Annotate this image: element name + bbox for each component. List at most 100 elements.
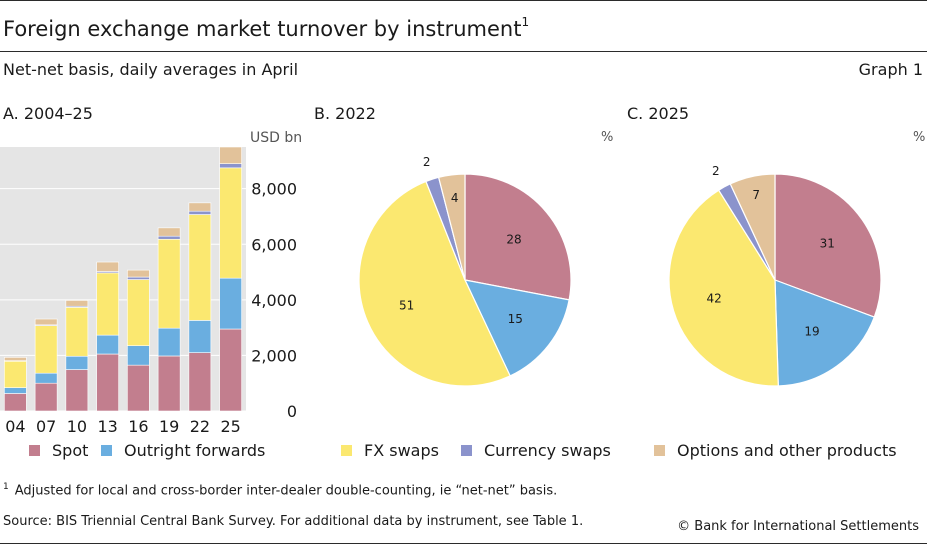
bar-outright-forwards-19	[157, 327, 181, 357]
legend-item-fx-swaps: FX swaps	[341, 441, 439, 460]
bar-fx-swaps-10	[65, 307, 89, 357]
bar-options-and-other-products-13	[96, 261, 119, 272]
bar-spot-19	[157, 355, 181, 412]
slice-label-options-and-other-products: 4	[451, 191, 459, 205]
legend-swatch	[101, 445, 112, 456]
slice-spot	[774, 173, 882, 318]
x-tick-label: 04	[5, 417, 25, 436]
bar-chart: 0 2,000 4,000 6,000 8,000 04 07 10 13 16 19 22 25	[0, 147, 297, 436]
bar-spot-16	[127, 364, 150, 412]
bar-currency-swaps-19	[157, 235, 181, 240]
slice-label-fx-swaps: 42	[707, 292, 722, 306]
bar-options-and-other-products-10	[65, 300, 89, 307]
bar-currency-swaps-22	[188, 210, 212, 215]
slice-label-currency-swaps: 2	[712, 164, 720, 178]
legend-swatch	[341, 445, 352, 456]
bar-outright-forwards-13	[96, 334, 119, 355]
legend: Spot Outright forwards FX swaps Currency…	[0, 441, 927, 465]
legend-label: Outright forwards	[124, 441, 266, 460]
x-tick-label: 16	[128, 417, 148, 436]
x-tick-label: 10	[67, 417, 87, 436]
legend-swatch	[461, 445, 472, 456]
bar-spot-04	[4, 393, 27, 412]
pie-chart-2022: 28 15 51 2 4	[358, 155, 572, 387]
slice-label-spot: 31	[820, 237, 835, 251]
bar-fx-swaps-22	[188, 214, 212, 321]
title-rule	[0, 51, 927, 52]
slice-options-and-other-products	[729, 173, 776, 281]
panel-a-unit: USD bn	[250, 130, 303, 146]
slice-label-fx-swaps: 51	[399, 298, 414, 312]
bar-spot-10	[65, 369, 89, 412]
x-tick-label: 25	[220, 417, 240, 436]
panel-b-title: B. 2022	[314, 104, 376, 123]
chart-title: Foreign exchange market turnover by inst…	[3, 15, 530, 41]
bar-spot-22	[188, 352, 212, 412]
x-tick-label: 13	[97, 417, 117, 436]
y-tick-label: 6,000	[251, 235, 297, 254]
bar-options-and-other-products-22	[188, 202, 212, 212]
slice-label-outright-forwards: 19	[804, 325, 819, 339]
bar-outright-forwards-10	[65, 355, 89, 370]
x-tick-label: 19	[159, 417, 179, 436]
legend-label: FX swaps	[364, 441, 439, 460]
source-note: Source: BIS Triennial Central Bank Surve…	[3, 514, 584, 529]
slice-fx-swaps	[668, 189, 779, 387]
graph-number: Graph 1	[858, 60, 923, 79]
legend-item-options-other: Options and other products	[654, 441, 897, 460]
bar-options-and-other-products-19	[157, 227, 181, 237]
legend-swatch	[654, 445, 665, 456]
bar-options-and-other-products-04	[4, 357, 27, 362]
bar-outright-forwards-25	[219, 277, 242, 330]
y-tick-label: 0	[287, 402, 297, 421]
bar-fx-swaps-07	[34, 325, 58, 374]
bottom-rule	[0, 543, 927, 544]
x-tick-label: 22	[190, 417, 210, 436]
legend-item-currency-swaps: Currency swaps	[461, 441, 611, 460]
slice-spot	[464, 173, 572, 301]
panel-a-title: A. 2004–25	[3, 104, 93, 123]
legend-label: Currency swaps	[484, 441, 611, 460]
slice-label-options-and-other-products: 7	[752, 188, 760, 202]
chart-subtitle: Net-net basis, daily averages in April	[3, 60, 299, 79]
legend-item-outright-forwards: Outright forwards	[101, 441, 265, 460]
bar-fx-swaps-16	[127, 279, 150, 346]
slice-fx-swaps	[358, 180, 511, 387]
bar-currency-swaps-16	[127, 276, 150, 280]
top-rule	[0, 0, 927, 1]
legend-swatch	[29, 445, 40, 456]
bar-outright-forwards-04	[4, 387, 27, 394]
slice-label-outright-forwards: 15	[508, 312, 523, 326]
y-tick-label: 4,000	[251, 291, 297, 310]
bar-options-and-other-products-16	[127, 269, 150, 278]
bar-spot-07	[34, 382, 58, 412]
panel-b-unit: %	[601, 130, 614, 145]
bar-currency-swaps-25	[219, 163, 242, 169]
pie-chart-2025: 31 19 42 2 7	[668, 164, 882, 387]
bar-spot-13	[96, 353, 119, 412]
bar-fx-swaps-04	[4, 360, 27, 388]
bar-outright-forwards-07	[34, 372, 58, 384]
slice-label-spot: 28	[506, 232, 521, 246]
y-tick-label: 2,000	[251, 346, 297, 365]
bar-spot-25	[219, 328, 242, 412]
bar-fx-swaps-25	[219, 167, 242, 279]
legend-label: Options and other products	[677, 441, 897, 460]
panel-c-unit: %	[913, 130, 926, 145]
slice-label-currency-swaps: 2	[423, 155, 431, 169]
legend-label: Spot	[52, 441, 89, 460]
bar-options-and-other-products-25	[219, 147, 242, 164]
bar-fx-swaps-13	[96, 272, 119, 336]
y-tick-label: 8,000	[251, 180, 297, 199]
copyright: © Bank for International Settlements	[677, 519, 919, 534]
panel-c-title: C. 2025	[627, 104, 690, 123]
bar-outright-forwards-16	[127, 345, 150, 366]
slice-outright-forwards	[774, 279, 876, 387]
footnote: 1 Adjusted for local and cross-border int…	[3, 482, 558, 499]
legend-item-spot: Spot	[29, 441, 88, 460]
bar-outright-forwards-22	[188, 320, 212, 353]
bar-fx-swaps-19	[157, 238, 181, 329]
x-tick-label: 07	[36, 417, 56, 436]
slice-options-and-other-products	[437, 173, 466, 281]
slice-outright-forwards	[463, 279, 570, 377]
